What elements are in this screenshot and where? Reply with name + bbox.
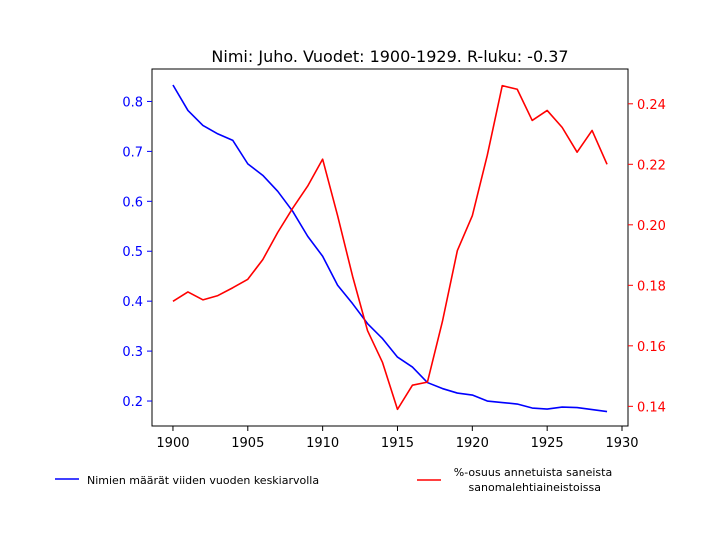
legend-label-line: sanomalehtiaineistoissa xyxy=(465,481,601,494)
x-tick-label: 1930 xyxy=(605,436,638,451)
x-tick-label: 1925 xyxy=(531,436,564,451)
legend-label-1: Nimien määrät viiden vuoden keskiarvolla xyxy=(87,474,319,487)
y-left-tick-label: 0.2 xyxy=(122,395,143,410)
y-left-tick-label: 0.7 xyxy=(122,145,143,160)
y-left-tick-label: 0.8 xyxy=(122,95,143,110)
x-tick-label: 1900 xyxy=(156,436,189,451)
series-line-percentage xyxy=(172,84,608,411)
y-right-tick-label: 0.16 xyxy=(637,340,666,355)
plot-area: 1900 1905 1910 1915 1920 1925 1930 0.2 0.3 0.4 0.5… xyxy=(122,68,666,451)
y-right-tick-label: 0.24 xyxy=(637,98,666,113)
y-right-tick-label: 0.20 xyxy=(637,219,666,234)
y-left-tick-label: 0.3 xyxy=(122,345,143,360)
x-tick-label: 1915 xyxy=(381,436,414,451)
y-right-tick-label: 0.22 xyxy=(637,158,666,173)
y-left-tick-label: 0.4 xyxy=(122,295,143,310)
x-tick-label: 1910 xyxy=(306,436,339,451)
x-tick-label: 1905 xyxy=(231,436,264,451)
legend-label-line: Nimien määrät viiden vuoden keskiarvolla xyxy=(87,474,319,487)
legend-label-2: %-osuus annetuista saneista sanomalehtia… xyxy=(454,466,612,494)
series-line-name-counts xyxy=(172,84,608,413)
chart-title: Nimi: Juho. Vuodet: 1900-1929. R-luku: -… xyxy=(211,47,568,66)
y-left-tick-label: 0.6 xyxy=(122,195,143,210)
x-tick-label: 1920 xyxy=(456,436,489,451)
legend: Nimien määrät viiden vuoden keskiarvolla… xyxy=(55,466,612,494)
plot-frame xyxy=(151,68,629,427)
y-right-tick-label: 0.18 xyxy=(637,279,666,294)
legend-label-line: %-osuus annetuista saneista xyxy=(454,466,612,479)
y-right-tick-label: 0.14 xyxy=(637,400,666,415)
y-left-tick-label: 0.5 xyxy=(122,245,143,260)
